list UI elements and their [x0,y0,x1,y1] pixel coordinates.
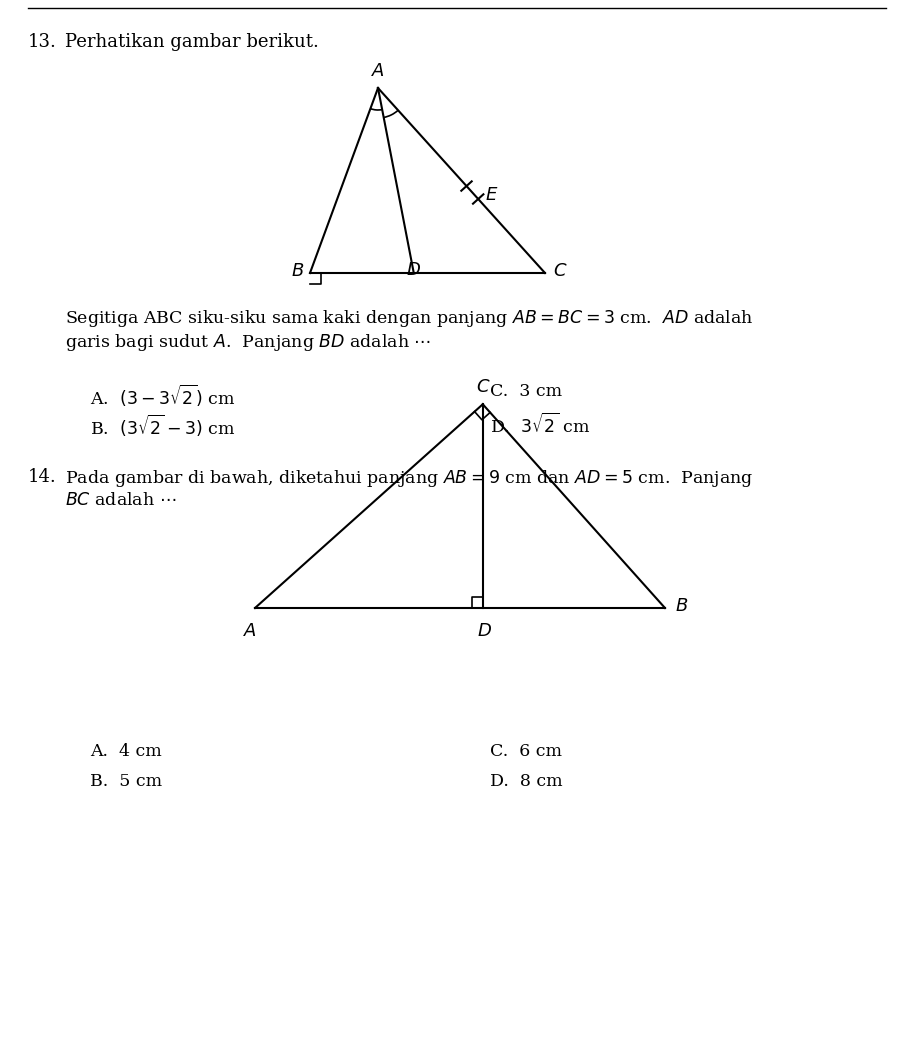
Text: C.  6 cm: C. 6 cm [490,743,562,760]
Text: $E$: $E$ [484,186,498,204]
Text: B.  5 cm: B. 5 cm [90,773,162,790]
Text: garis bagi sudut $A$.  Panjang $BD$ adalah $\cdots$: garis bagi sudut $A$. Panjang $BD$ adala… [65,332,431,353]
Text: $B$: $B$ [675,597,688,614]
Text: D.  8 cm: D. 8 cm [490,773,563,790]
Text: $A$: $A$ [371,62,385,80]
Text: 14.: 14. [28,468,57,486]
Text: 13.: 13. [28,33,57,51]
Text: Perhatikan gambar berikut.: Perhatikan gambar berikut. [65,33,319,51]
Text: C.  3 cm: C. 3 cm [490,383,562,400]
Text: Segitiga ABC siku-siku sama kaki dengan panjang $AB = BC = 3$ cm.  $AD$ adalah: Segitiga ABC siku-siku sama kaki dengan … [65,308,754,329]
Text: A.  $(3 - 3\sqrt{2})$ cm: A. $(3 - 3\sqrt{2})$ cm [90,383,235,409]
Text: $BC$ adalah $\cdots$: $BC$ adalah $\cdots$ [65,492,176,509]
Text: $D$: $D$ [407,261,421,279]
Text: $B$: $B$ [291,262,304,280]
Text: Pada gambar di bawah, diketahui panjang $AB = 9$ cm dan $AD = 5$ cm.  Panjang: Pada gambar di bawah, diketahui panjang … [65,468,753,489]
Text: A.  4 cm: A. 4 cm [90,743,162,760]
Text: $C$: $C$ [475,378,490,397]
Text: $D$: $D$ [477,622,493,640]
Text: $C$: $C$ [553,262,568,280]
Text: D.  $3\sqrt{2}$ cm: D. $3\sqrt{2}$ cm [490,413,590,437]
Text: $A$: $A$ [243,622,257,640]
Text: B.  $(3\sqrt{2} - 3)$ cm: B. $(3\sqrt{2} - 3)$ cm [90,413,235,439]
